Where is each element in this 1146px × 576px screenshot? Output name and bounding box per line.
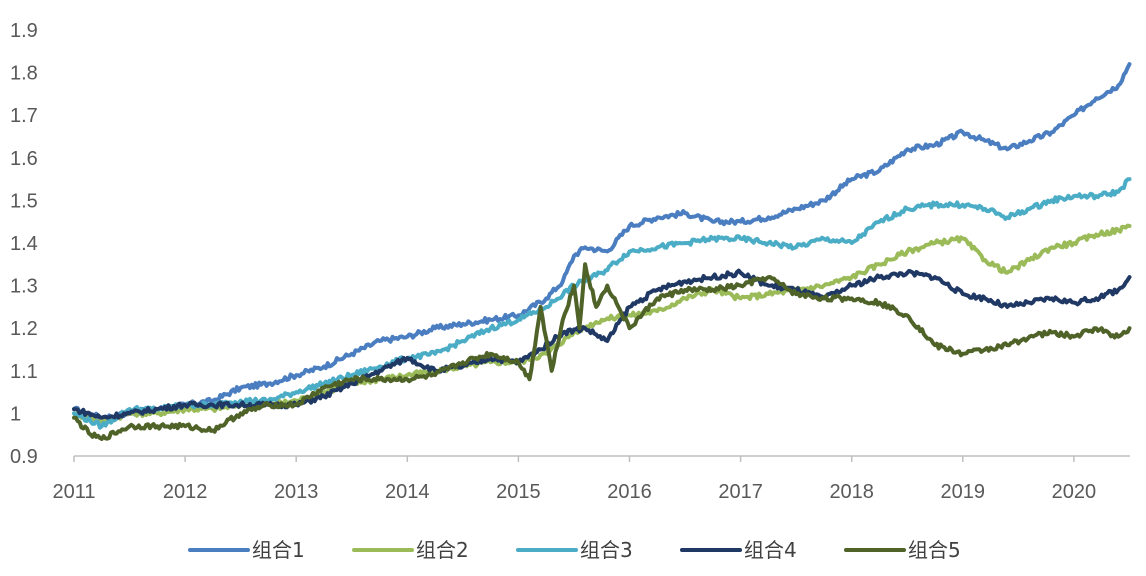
x-tick-label: 2018 <box>829 481 874 503</box>
x-tick-label: 2017 <box>718 481 763 503</box>
y-tick-label: 1.3 <box>10 276 38 298</box>
y-tick-label: 1.9 <box>10 20 38 42</box>
legend-label-1: 组合1 <box>252 538 305 562</box>
y-axis-tick-labels: 0.9 1 1.1 1.2 1.3 1.4 1.5 1.6 1.7 1.8 1.9 <box>10 20 38 468</box>
x-tick-label: 2020 <box>1052 481 1097 503</box>
legend: 组合1 组合2 组合3 组合4 组合5 <box>188 538 961 562</box>
series-line-3 <box>72 177 1132 430</box>
y-tick-label: 0.9 <box>10 446 38 468</box>
y-tick-label: 1.2 <box>10 318 38 340</box>
x-axis-tick-labels: 2011 2012 2013 2014 2015 2016 2017 2018 2019 2020 <box>52 481 1096 503</box>
y-tick-label: 1.5 <box>10 190 38 212</box>
y-tick-label: 1.4 <box>10 233 38 255</box>
series-lines <box>72 62 1132 441</box>
x-axis <box>73 455 1130 462</box>
series-line-5 <box>72 262 1132 441</box>
series-line-4 <box>72 268 1132 420</box>
x-tick-label: 2019 <box>941 481 986 503</box>
x-tick-label: 2016 <box>607 481 652 503</box>
legend-label-4: 组合4 <box>744 538 797 562</box>
y-tick-label: 1.7 <box>10 105 38 127</box>
x-tick-label: 2012 <box>163 481 208 503</box>
x-tick-label: 2011 <box>52 481 95 503</box>
x-tick-label: 2013 <box>274 481 319 503</box>
y-tick-label: 1.1 <box>10 361 38 383</box>
y-tick-label: 1 <box>10 403 21 425</box>
series-line-1 <box>72 62 1132 421</box>
x-tick-label: 2015 <box>496 481 541 503</box>
legend-label-2: 组合2 <box>416 538 469 562</box>
y-tick-label: 1.6 <box>10 148 38 170</box>
legend-label-5: 组合5 <box>908 538 961 562</box>
y-tick-label: 1.8 <box>10 63 38 85</box>
x-tick-label: 2014 <box>385 481 430 503</box>
legend-label-3: 组合3 <box>580 538 633 562</box>
